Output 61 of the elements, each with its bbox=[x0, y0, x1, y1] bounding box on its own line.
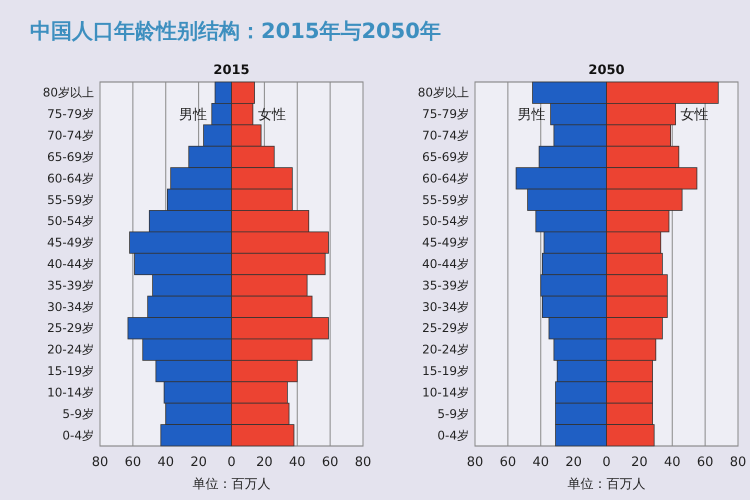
chart-subtitle: 2050 bbox=[588, 63, 625, 78]
y-tick-label: 80岁以上 bbox=[418, 86, 469, 100]
y-tick-label: 65-69岁 bbox=[47, 150, 94, 164]
x-tick-label: 40 bbox=[664, 455, 681, 470]
x-tick-label: 60 bbox=[696, 455, 714, 470]
x-tick-label: 60 bbox=[322, 455, 338, 470]
x-tick-label: 60 bbox=[124, 455, 142, 470]
x-tick-label: 40 bbox=[157, 455, 174, 470]
y-tick-label: 40-44岁 bbox=[422, 257, 469, 271]
x-tick-label: 0 bbox=[227, 455, 236, 470]
x-tick-label: 40 bbox=[532, 455, 550, 470]
y-tick-label: 10-14岁 bbox=[47, 385, 94, 400]
y-tick-label: 50-54岁 bbox=[422, 214, 469, 228]
y-tick-label: 65-69岁 bbox=[422, 150, 469, 164]
y-tick-label: 30-34岁 bbox=[422, 300, 469, 314]
x-tick-label: 60 bbox=[500, 455, 516, 470]
y-tick-label: 0-4岁 bbox=[437, 428, 469, 442]
series-label: 女性 bbox=[258, 107, 286, 124]
x-tick-label: 0 bbox=[602, 455, 611, 470]
x-tick-label: 80 bbox=[92, 455, 108, 470]
x-tick-label: 20 bbox=[631, 455, 648, 470]
x-tick-label: 20 bbox=[190, 455, 207, 470]
series-label: 男性 bbox=[178, 107, 207, 124]
y-tick-label: 60-64岁 bbox=[47, 171, 94, 186]
x-axis-title: 单位：百万人 bbox=[568, 477, 646, 492]
y-tick-label: 25-29岁 bbox=[47, 321, 94, 336]
y-tick-label: 80岁以上 bbox=[42, 86, 94, 100]
y-tick-label: 5-9岁 bbox=[437, 406, 469, 421]
y-tick-label: 35-39岁 bbox=[422, 278, 469, 292]
series-label: 女性 bbox=[680, 107, 709, 124]
x-tick-label: 80 bbox=[730, 455, 746, 470]
x-tick-label: 40 bbox=[288, 455, 306, 470]
y-tick-label: 20-24岁 bbox=[47, 342, 94, 357]
y-tick-label: 0-4岁 bbox=[62, 428, 94, 442]
y-tick-label: 15-19岁 bbox=[47, 364, 94, 378]
y-tick-label: 70-74岁 bbox=[422, 128, 469, 143]
y-tick-label: 25-29岁 bbox=[422, 321, 469, 336]
y-tick-label: 45-49岁 bbox=[422, 236, 469, 250]
y-tick-label: 70-74岁 bbox=[47, 128, 94, 143]
y-tick-label: 10-14岁 bbox=[422, 385, 469, 400]
y-tick-label: 45-49岁 bbox=[47, 236, 94, 250]
y-tick-label: 55-59岁 bbox=[422, 192, 469, 207]
chart-title: 中国人口年龄性别结构：2015年与2050年 bbox=[30, 19, 441, 43]
x-tick-label: 80 bbox=[354, 455, 372, 470]
y-tick-label: 15-19岁 bbox=[422, 364, 469, 378]
x-tick-label: 20 bbox=[256, 455, 273, 470]
y-tick-label: 30-34岁 bbox=[47, 300, 94, 314]
y-tick-label: 40-44岁 bbox=[47, 257, 94, 271]
y-tick-label: 5-9岁 bbox=[62, 406, 94, 421]
y-tick-label: 75-79岁 bbox=[422, 107, 469, 122]
x-tick-label: 20 bbox=[565, 455, 582, 470]
y-tick-label: 60-64岁 bbox=[422, 171, 469, 186]
y-tick-label: 75-79岁 bbox=[47, 107, 94, 122]
y-tick-label: 55-59岁 bbox=[47, 192, 94, 207]
x-tick-label: 80 bbox=[466, 455, 484, 470]
y-tick-label: 20-24岁 bbox=[422, 342, 469, 357]
x-axis-title: 单位：百万人 bbox=[192, 477, 270, 492]
chart-subtitle: 2015 bbox=[213, 63, 250, 78]
y-tick-label: 50-54岁 bbox=[47, 214, 94, 228]
series-label: 男性 bbox=[518, 107, 546, 124]
y-tick-label: 35-39岁 bbox=[47, 278, 94, 292]
